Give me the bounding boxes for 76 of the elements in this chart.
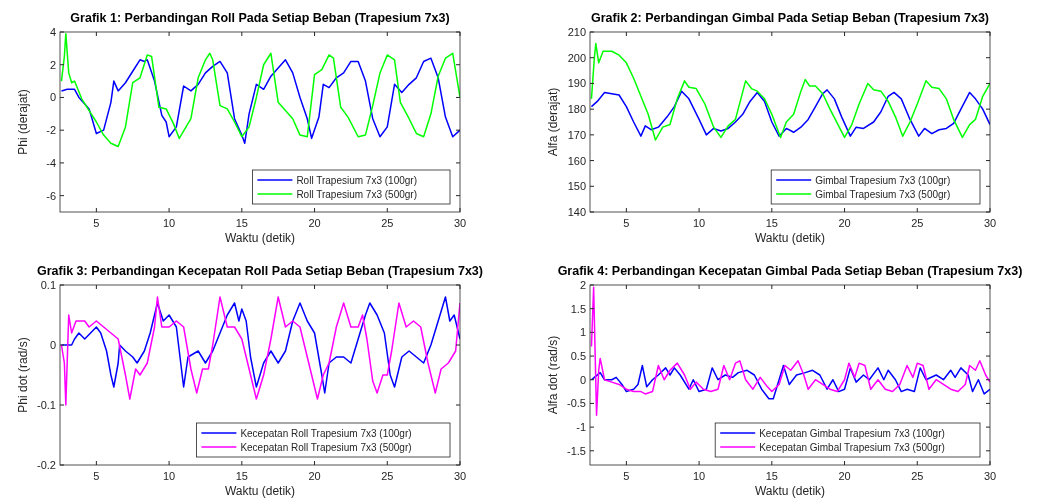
chart-title: Grafik 3: Perbandingan Kecepatan Roll Pada Setiap Beban (Trapesium 7x3) [37, 264, 483, 278]
x-tick-label: 5 [93, 217, 100, 229]
x-axis-title: Waktu (detik) [224, 231, 296, 245]
y-tick-label: -6 [46, 189, 56, 202]
y-tick-label: -2 [46, 124, 56, 137]
y-axis-title: Alfa dot (rad/s) [546, 335, 560, 415]
y-tick-label: 200 [567, 51, 586, 64]
y-tick-label: 2 [579, 279, 586, 291]
y-tick-label: 160 [567, 154, 586, 167]
y-tick-label: -4 [46, 156, 56, 169]
y-tick-label: 4 [49, 26, 56, 38]
legend-label: Roll Trapesium 7x3 (500gr) [296, 189, 418, 200]
y-tick-label: -0.2 [37, 459, 56, 471]
legend-label: Gimbal Trapesium 7x3 (500gr) [815, 189, 951, 200]
x-tick-label: 15 [235, 217, 248, 229]
x-tick-label: 20 [308, 217, 321, 229]
legend-label: Kecepatan Gimbal Trapesium 7x3 (500gr) [759, 442, 945, 453]
y-tick-label: 170 [567, 128, 586, 141]
x-tick-label: 15 [235, 470, 248, 482]
x-tick-label: 20 [838, 217, 851, 229]
y-tick-label: 0 [49, 339, 56, 351]
x-tick-label: 15 [765, 470, 778, 482]
x-axis-title: Waktu (detik) [754, 484, 826, 498]
chart-title: Grafik 1: Perbandingan Roll Pada Setiap Beban (Trapesium 7x3) [70, 11, 450, 25]
x-tick-label: 20 [838, 470, 851, 482]
x-tick-label: 30 [983, 470, 997, 482]
y-axis-title: Phi dot (rad/s) [16, 337, 30, 413]
legend-label: Kecepatan Roll Trapesium 7x3 (500gr) [240, 442, 412, 453]
y-tick-label: 1 [579, 326, 586, 339]
x-tick-label: 25 [381, 470, 394, 482]
y-tick-label: 150 [567, 180, 586, 193]
x-tick-label: 25 [911, 470, 924, 482]
x-tick-label: 10 [692, 217, 706, 229]
line-series [590, 42, 990, 141]
y-tick-label: 0 [49, 91, 56, 104]
x-tick-label: 15 [765, 217, 778, 229]
y-tick-label: -0.1 [37, 399, 56, 411]
legend-label: Roll Trapesium 7x3 (100gr) [296, 175, 418, 186]
y-tick-label: -1 [576, 421, 586, 434]
x-tick-label: 5 [623, 470, 630, 482]
line-series [590, 286, 990, 417]
chart-title: Grafik 4: Perbandingan Kecepatan Gimbal Pada Setiap Beban (Trapesium 7x3) [557, 264, 1023, 278]
x-tick-label: 30 [983, 217, 997, 229]
x-axis-title: Waktu (detik) [224, 484, 296, 498]
x-tick-label: 30 [453, 470, 467, 482]
x-tick-label: 25 [911, 217, 924, 229]
y-tick-label: 0 [579, 373, 586, 386]
x-tick-label: 10 [162, 217, 176, 229]
y-tick-label: 1.5 [570, 302, 586, 315]
x-tick-label: 5 [623, 217, 630, 229]
line-series [60, 32, 460, 148]
y-tick-label: -0.5 [567, 397, 586, 410]
x-tick-label: 5 [93, 470, 100, 482]
x-tick-label: 25 [381, 217, 394, 229]
y-tick-label: 0.1 [40, 279, 56, 291]
y-tick-label: 180 [567, 103, 586, 116]
line-series [590, 89, 990, 137]
legend-label: Gimbal Trapesium 7x3 (100gr) [815, 175, 951, 186]
y-tick-label: -1.5 [567, 444, 586, 457]
y-axis-title: Alfa (derajat) [546, 87, 560, 157]
line-series [590, 364, 990, 400]
x-axis-title: Waktu (detik) [754, 231, 826, 245]
x-tick-label: 20 [308, 470, 321, 482]
x-tick-label: 10 [692, 470, 706, 482]
legend-label: Kecepatan Gimbal Trapesium 7x3 (100gr) [759, 428, 945, 439]
x-tick-label: 10 [162, 470, 176, 482]
x-tick-label: 30 [453, 217, 467, 229]
y-tick-label: 2 [49, 58, 56, 71]
line-series [60, 57, 460, 145]
chart-title: Grafik 2: Perbandingan Gimbal Pada Setiap Beban (Trapesium 7x3) [590, 11, 990, 25]
y-tick-label: 190 [567, 77, 586, 90]
y-axis-title: Phi (derajat) [16, 89, 30, 155]
legend-label: Kecepatan Roll Trapesium 7x3 (100gr) [240, 428, 412, 439]
y-tick-label: 140 [567, 206, 586, 218]
y-tick-label: 0.5 [570, 350, 586, 363]
y-tick-label: 210 [567, 26, 586, 38]
